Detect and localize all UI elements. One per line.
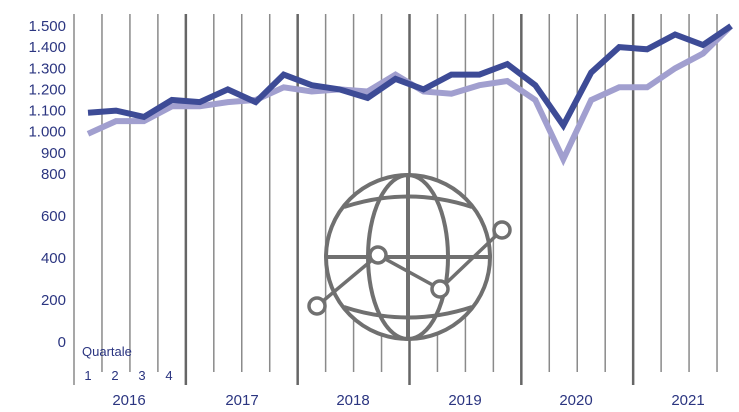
quarter-number-2: 2	[111, 368, 118, 383]
y-tick-label: 1.100	[28, 103, 66, 120]
year-label-2020: 2020	[559, 392, 592, 409]
x-axis-years: 2016 2017 2018 2019 2020 2021	[112, 392, 704, 409]
quarter-legend: Quartale 1 2 3 4	[82, 344, 173, 383]
y-tick-label: 200	[41, 292, 66, 309]
y-tick-label: 0	[58, 334, 66, 351]
y-tick-label: 1.500	[28, 18, 66, 35]
y-axis-ticks: 0 200 400 600 800 900 1.000 1.100 1.200 1.300 1.40…	[28, 18, 66, 351]
y-tick-label: 400	[41, 250, 66, 267]
series-line-1	[87, 23, 733, 132]
year-label-2021: 2021	[671, 392, 704, 409]
y-tick-label: 1.300	[28, 60, 66, 77]
globe-chart-icon	[307, 173, 512, 341]
y-tick-label: 1.200	[28, 81, 66, 98]
y-tick-label: 1.000	[28, 124, 66, 141]
year-label-2017: 2017	[225, 392, 258, 409]
quarter-label: Quartale	[82, 344, 132, 359]
quarter-number-3: 3	[138, 368, 145, 383]
year-label-2016: 2016	[112, 392, 145, 409]
y-tick-label: 900	[41, 145, 66, 162]
y-tick-label: 800	[41, 166, 66, 183]
y-tick-label: 600	[41, 208, 66, 225]
year-label-2018: 2018	[336, 392, 369, 409]
y-tick-label: 1.400	[28, 39, 66, 56]
quarter-number-1: 1	[84, 368, 91, 383]
quarter-number-4: 4	[165, 368, 172, 383]
series-lines	[86, 23, 734, 167]
year-label-2019: 2019	[448, 392, 481, 409]
